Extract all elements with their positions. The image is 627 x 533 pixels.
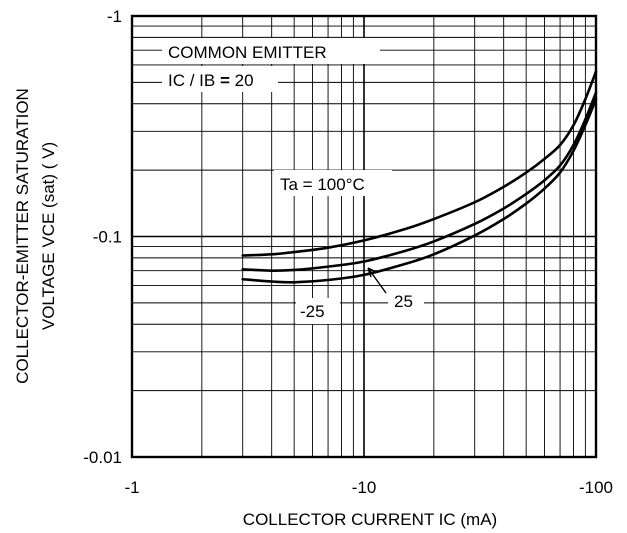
y-tick-label: -1 [107,7,122,26]
y-tick-label: -0.1 [93,228,122,247]
x-tick-label: -10 [352,478,377,497]
series-line-2 [241,97,598,284]
series-label-minus25c: -25 [300,302,325,321]
curves [241,70,598,284]
y-axis-label-line1: COLLECTOR-EMITTER SATURATION [13,88,32,384]
plot-frame [130,14,598,459]
series-line-1 [241,91,598,272]
x-tick-label: -100 [579,478,613,497]
annotation-ic-ib-equals: = [220,71,230,90]
series-label-25c-leader [367,267,387,294]
y-axis-label-group: COLLECTOR-EMITTER SATURATION VOLTAGE VCE… [13,88,58,384]
annotation-bg [274,170,392,196]
x-tick-label: -1 [124,478,139,497]
grid [131,16,596,458]
series-label-100c: Ta = 100°C [280,175,365,194]
annotation-ic-ib-prefix: IC / IB [168,71,220,90]
series-label-25c: 25 [394,292,413,311]
annotation-ic-ib: IC / IB = 20 [168,71,254,90]
annotation-ic-ib-value: 20 [230,71,254,90]
series-label-25c-arrowhead [367,267,377,278]
annotation-bg [162,66,278,92]
x-axis-label: COLLECTOR CURRENT IC (mA) [243,510,497,529]
y-axis-label-line2: VOLTAGE VCE (sat) ( V) [39,142,58,330]
annotation-bg [162,38,380,64]
annotation-common-emitter: COMMON EMITTER [168,43,327,62]
series-line-0 [241,70,598,257]
annotation-bg [388,288,424,314]
y-tick-label: -0.01 [83,448,122,467]
annotation-bg [296,298,340,324]
